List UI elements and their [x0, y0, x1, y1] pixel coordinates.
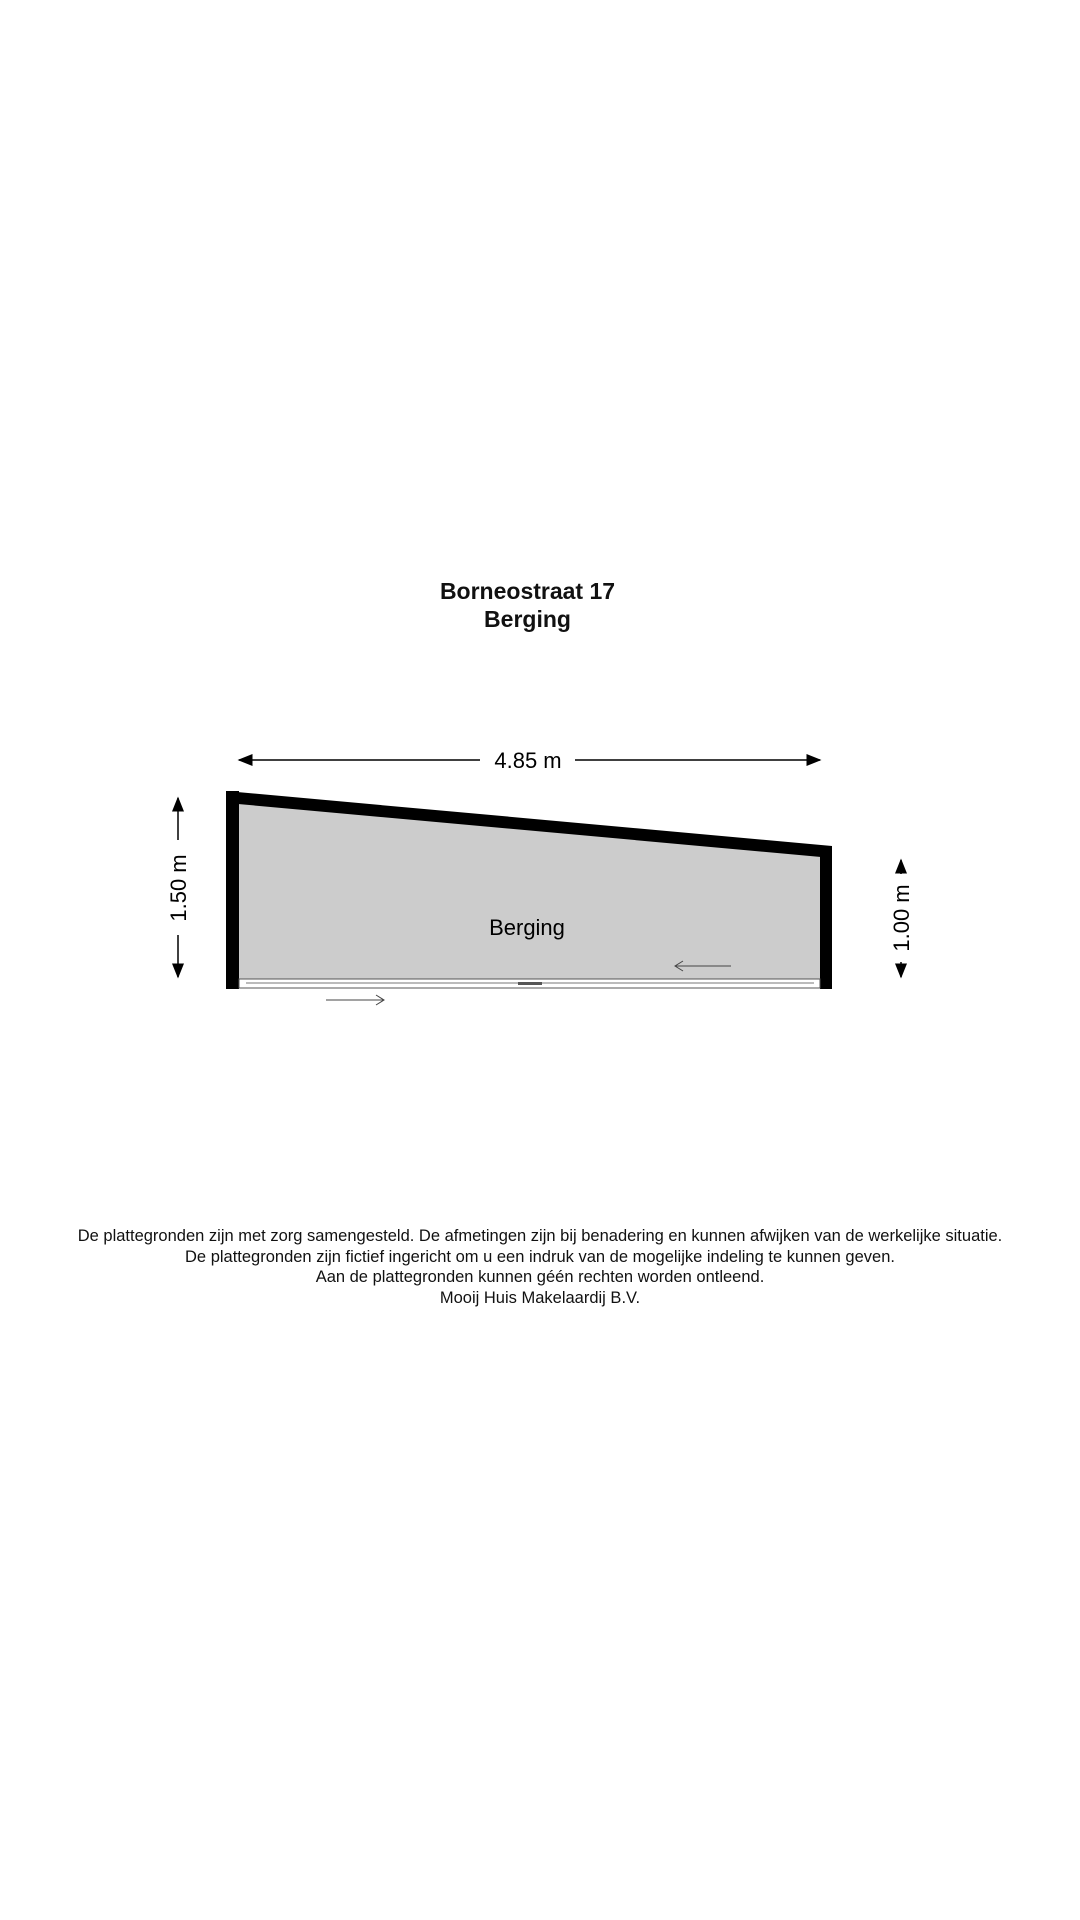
disclaimer-line: Aan de plattegronden kunnen géén rechten… [315, 1268, 765, 1286]
arrow-right-head-icon [375, 994, 385, 1006]
wall-right [820, 846, 832, 989]
room-label: Berging [489, 915, 565, 940]
disclaimer-line: De plattegronden zijn fictief ingericht … [185, 1247, 895, 1266]
door-handle [518, 982, 542, 985]
width-dimension-label: 4.85 m [494, 748, 561, 773]
room-berging-floor [233, 800, 826, 984]
disclaimer: De plattegronden zijn met zorg samengest… [0, 1226, 1080, 1308]
wall-top [226, 791, 832, 858]
plan-address-title: Borneostraat 17 [439, 578, 616, 604]
left-height-label: 1.50 m [166, 854, 191, 921]
arrow-left-head-icon [674, 960, 684, 972]
right-height-label: 1.00 m [889, 884, 914, 951]
plan-floor-title: Berging [484, 606, 571, 632]
company-name: Mooij Huis Makelaardij B.V. [439, 1288, 641, 1307]
disclaimer-line: De plattegronden zijn met zorg samengest… [77, 1227, 1003, 1245]
wall-left [226, 791, 239, 989]
